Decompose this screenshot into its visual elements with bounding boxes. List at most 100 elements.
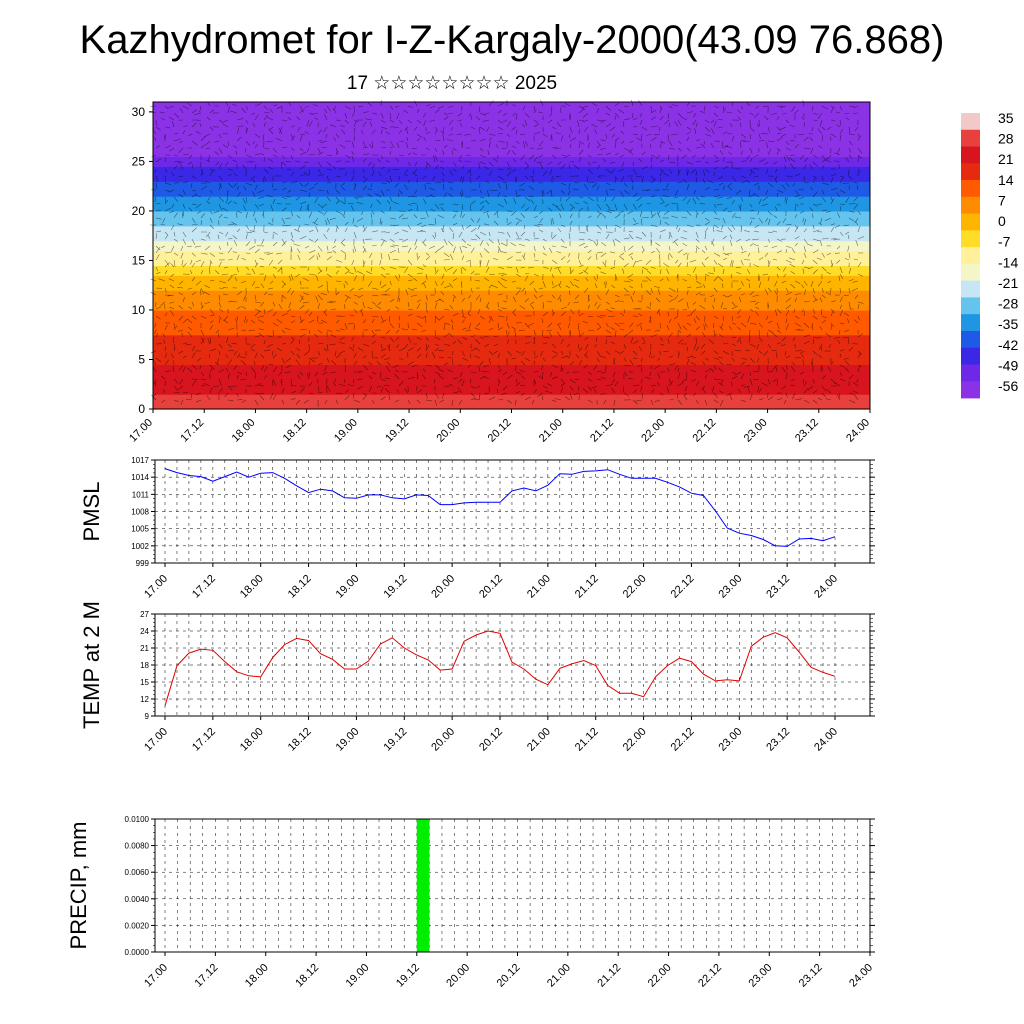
colorbar-label: -21 [998, 275, 1018, 291]
heatmap-cell [153, 201, 870, 207]
colorbar-label: -42 [998, 337, 1018, 353]
heatmap-cell [153, 255, 870, 262]
y-tick-label: 0.0000 [125, 948, 150, 957]
y-tick-label: 15 [140, 678, 149, 687]
heatmap-cell [153, 126, 870, 133]
heatmap-cell [153, 384, 870, 390]
heatmap-cell [153, 121, 870, 128]
pmsl-ylabel: PMSL [79, 482, 104, 542]
heatmap-cell [153, 339, 870, 346]
x-tick-label: 22.00 [639, 417, 667, 445]
x-tick-label: 20.12 [477, 573, 505, 601]
heatmap-cell [153, 146, 870, 153]
heatmap-cell [153, 161, 870, 167]
colorbar-label: -56 [998, 378, 1018, 394]
x-tick-label: 19.00 [334, 573, 362, 601]
colorbar-swatch [961, 247, 980, 265]
x-tick-label: 21.12 [573, 726, 601, 754]
heatmap-cell [153, 245, 870, 252]
heatmap-cell [153, 344, 870, 351]
colorbar-swatch [961, 314, 980, 332]
heatmap-cell [153, 399, 870, 405]
x-tick-label: 17.00 [127, 417, 155, 445]
colorbar-swatch [961, 280, 980, 298]
x-tick-label: 24.00 [847, 962, 875, 990]
y-tick-label: 18 [140, 661, 149, 670]
heatmap-cell [153, 116, 870, 123]
heatmap-cell [153, 270, 870, 276]
colorbar-swatch [961, 330, 980, 349]
pmsl-line [164, 468, 836, 547]
x-tick-label: 20.00 [444, 962, 472, 990]
heatmap-cell [153, 111, 870, 118]
x-tick-label: 18.00 [230, 417, 258, 445]
x-tick-label: 23.00 [742, 417, 770, 445]
heatmap-cell [153, 285, 870, 291]
heatmap-cell [153, 235, 870, 242]
heatmap-cell [153, 225, 870, 232]
colorbar-swatch [961, 213, 980, 231]
heatmap-cell [153, 295, 870, 301]
heatmap-cell [153, 334, 870, 341]
heatmap-cell [153, 309, 870, 316]
x-tick-label: 24.00 [812, 726, 840, 754]
heatmap-cell [153, 181, 870, 187]
y-tick-label: 1005 [131, 525, 149, 534]
heatmap-cell [153, 389, 870, 395]
y-tick-label: 30 [132, 105, 146, 119]
y-tick-label: 27 [140, 610, 149, 619]
heatmap-cell [153, 329, 870, 336]
temp-panel: 9 12 15 18 21 24 27 17.00 17.12 18.00 18.12 19.00 19… [79, 601, 875, 754]
x-tick-label: 18.12 [293, 962, 321, 990]
heatmap-cell [153, 230, 870, 237]
y-tick-label: 0.0060 [125, 868, 150, 877]
y-tick-label: 20 [132, 204, 146, 218]
colorbar-label: 35 [998, 110, 1014, 126]
y-tick-label: 24 [140, 627, 149, 636]
heatmap-cell [153, 354, 870, 361]
heatmap-cell [153, 156, 870, 163]
chart-subtitle: 17 ☆☆☆☆☆☆☆☆ 2025 [346, 73, 558, 94]
precip-panel: 0.0000 0.0020 0.0040 0.0060 0.0080 0.0100 17.0… [66, 815, 875, 990]
x-tick-label: 17.00 [142, 573, 170, 601]
heatmap-cell [153, 260, 870, 267]
heatmap-cell [153, 349, 870, 356]
colorbar-swatch [961, 163, 980, 181]
heatmap-cell [153, 305, 870, 311]
heatmap-cell [153, 102, 870, 108]
x-tick-label: 19.12 [381, 573, 409, 601]
y-tick-label: 25 [132, 154, 146, 168]
x-tick-label: 17.12 [190, 573, 218, 601]
y-tick-label: 1014 [131, 473, 149, 482]
heatmap-cell [153, 106, 870, 113]
heatmap-cell [153, 290, 870, 296]
x-tick-label: 17.12 [178, 417, 206, 445]
cross-section-panel: 0 5 10 15 20 25 30 17.00 17.12 18.00 18.12 19.00 19.… [127, 100, 872, 445]
y-tick-label: 0.0020 [125, 921, 150, 930]
colorbar-swatch [961, 196, 980, 214]
x-tick-label: 17.00 [142, 962, 170, 990]
heatmap-cell [153, 171, 870, 177]
heatmap-cell [153, 176, 870, 182]
x-tick-label: 22.00 [646, 962, 674, 990]
x-tick-label: 24.00 [812, 573, 840, 601]
x-tick-label: 23.00 [716, 573, 744, 601]
colorbar-swatch [961, 113, 980, 131]
pmsl-panel: 999 1002 1005 1008 1011 1014 1017 17.00 17.12 18.… [79, 456, 875, 601]
x-tick-label: 19.12 [383, 417, 411, 445]
y-tick-label: 0 [138, 402, 145, 416]
x-tick-label: 22.00 [621, 726, 649, 754]
heatmap-cell [153, 359, 870, 366]
x-tick-label: 17.00 [142, 726, 170, 754]
heatmap-cell [153, 374, 870, 380]
y-tick-label: 1011 [132, 490, 150, 499]
heatmap-cell [153, 136, 870, 143]
heatmap-cell [153, 379, 870, 385]
y-tick-label: 5 [138, 352, 145, 366]
x-tick-label: 20.00 [434, 417, 462, 445]
x-tick-label: 22.12 [669, 726, 697, 754]
y-tick-label: 15 [132, 253, 146, 267]
x-tick-label: 22.12 [691, 417, 719, 445]
x-tick-label: 23.12 [764, 726, 792, 754]
x-tick-label: 21.00 [525, 573, 553, 601]
